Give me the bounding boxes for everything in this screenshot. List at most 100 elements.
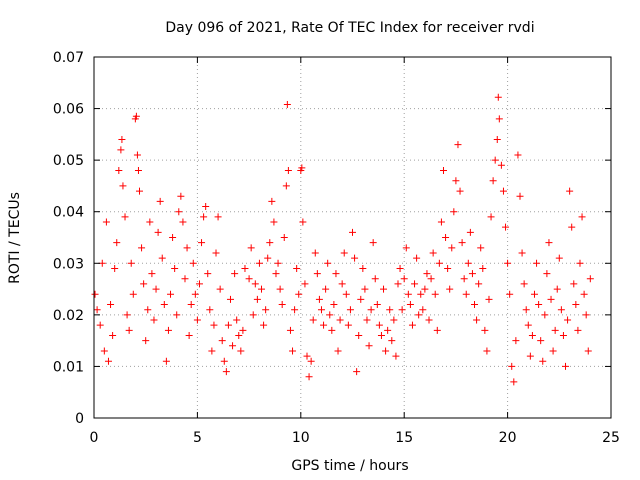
data-point xyxy=(286,326,294,334)
data-point xyxy=(309,316,317,324)
data-point xyxy=(255,259,263,267)
data-point xyxy=(344,321,352,329)
data-point xyxy=(210,321,218,329)
data-point xyxy=(489,177,497,185)
data-point xyxy=(334,347,342,355)
data-point xyxy=(187,301,195,309)
data-point xyxy=(235,331,243,339)
data-point xyxy=(169,234,177,241)
data-point xyxy=(446,285,454,293)
data-point xyxy=(150,316,158,324)
data-point xyxy=(326,311,334,319)
x-tick-label: 20 xyxy=(499,430,517,446)
data-point xyxy=(533,259,541,267)
data-point xyxy=(239,326,247,334)
data-point xyxy=(154,228,162,236)
data-point xyxy=(193,316,201,324)
data-point xyxy=(266,239,274,247)
data-point xyxy=(388,337,396,345)
chart-title: Day 096 of 2021, Rate Of TEC Index for r… xyxy=(165,20,534,36)
grid-lines xyxy=(94,57,611,418)
data-point xyxy=(466,228,474,236)
data-point xyxy=(179,218,187,226)
data-point xyxy=(311,249,319,257)
data-point xyxy=(91,290,99,298)
data-point xyxy=(340,249,348,257)
data-point xyxy=(361,285,369,293)
data-point xyxy=(464,259,472,267)
data-point xyxy=(96,321,104,329)
data-point xyxy=(328,326,336,334)
y-tick-label: 0.02 xyxy=(53,308,84,324)
x-axis-label: GPS time / hours xyxy=(291,458,408,474)
data-point xyxy=(402,244,410,252)
data-point xyxy=(109,331,117,339)
data-point xyxy=(495,115,503,123)
data-point xyxy=(129,290,137,298)
data-point xyxy=(264,254,272,262)
data-point xyxy=(582,311,590,319)
data-point xyxy=(107,301,115,309)
data-point xyxy=(578,213,586,221)
data-point xyxy=(305,373,313,381)
data-point xyxy=(224,321,232,329)
data-point xyxy=(315,295,323,303)
data-point xyxy=(494,93,502,101)
data-point xyxy=(164,326,172,334)
data-point xyxy=(258,285,266,293)
data-point xyxy=(351,254,359,262)
data-point xyxy=(386,306,394,314)
data-point xyxy=(444,264,452,272)
y-tick-label: 0.07 xyxy=(53,50,84,66)
data-point xyxy=(390,316,398,324)
data-point xyxy=(396,264,404,272)
data-point xyxy=(125,326,133,334)
data-point xyxy=(220,357,228,365)
data-point xyxy=(502,223,510,231)
data-point xyxy=(586,275,594,283)
plot-frame xyxy=(93,56,612,419)
data-point xyxy=(477,244,485,252)
y-tick-label: 0.03 xyxy=(53,256,84,272)
data-point xyxy=(580,290,588,298)
data-point xyxy=(198,239,206,247)
data-point xyxy=(142,337,150,345)
data-point xyxy=(566,187,574,195)
data-point xyxy=(260,321,268,329)
data-point xyxy=(140,280,148,288)
data-point xyxy=(272,270,280,278)
data-point xyxy=(274,259,282,267)
data-point xyxy=(535,301,543,309)
data-point xyxy=(175,208,183,216)
data-point xyxy=(121,213,129,221)
data-point xyxy=(539,357,547,365)
y-tick-label: 0.04 xyxy=(53,205,84,221)
data-point xyxy=(233,316,241,324)
data-point xyxy=(324,259,332,267)
data-point xyxy=(113,239,121,247)
data-point xyxy=(200,213,208,221)
data-point xyxy=(545,239,553,247)
data-point xyxy=(380,285,388,293)
data-point xyxy=(146,218,154,226)
data-point xyxy=(144,306,152,314)
data-point xyxy=(313,270,321,278)
data-point xyxy=(528,331,536,339)
data-point xyxy=(160,301,168,309)
data-point xyxy=(117,146,125,154)
data-point xyxy=(462,290,470,298)
data-point xyxy=(100,347,108,355)
data-point xyxy=(427,275,435,283)
y-tick-labels: 0 0.01 0.02 0.03 0.04 0.05 0.06 0.07 xyxy=(53,50,84,427)
data-point xyxy=(524,321,532,329)
data-point xyxy=(119,182,127,190)
data-point xyxy=(487,213,495,221)
data-point xyxy=(468,270,476,278)
data-point xyxy=(508,362,516,370)
data-point xyxy=(570,280,578,288)
data-point xyxy=(421,285,429,293)
data-point xyxy=(499,187,507,195)
data-point xyxy=(195,280,203,288)
data-point xyxy=(541,311,549,319)
